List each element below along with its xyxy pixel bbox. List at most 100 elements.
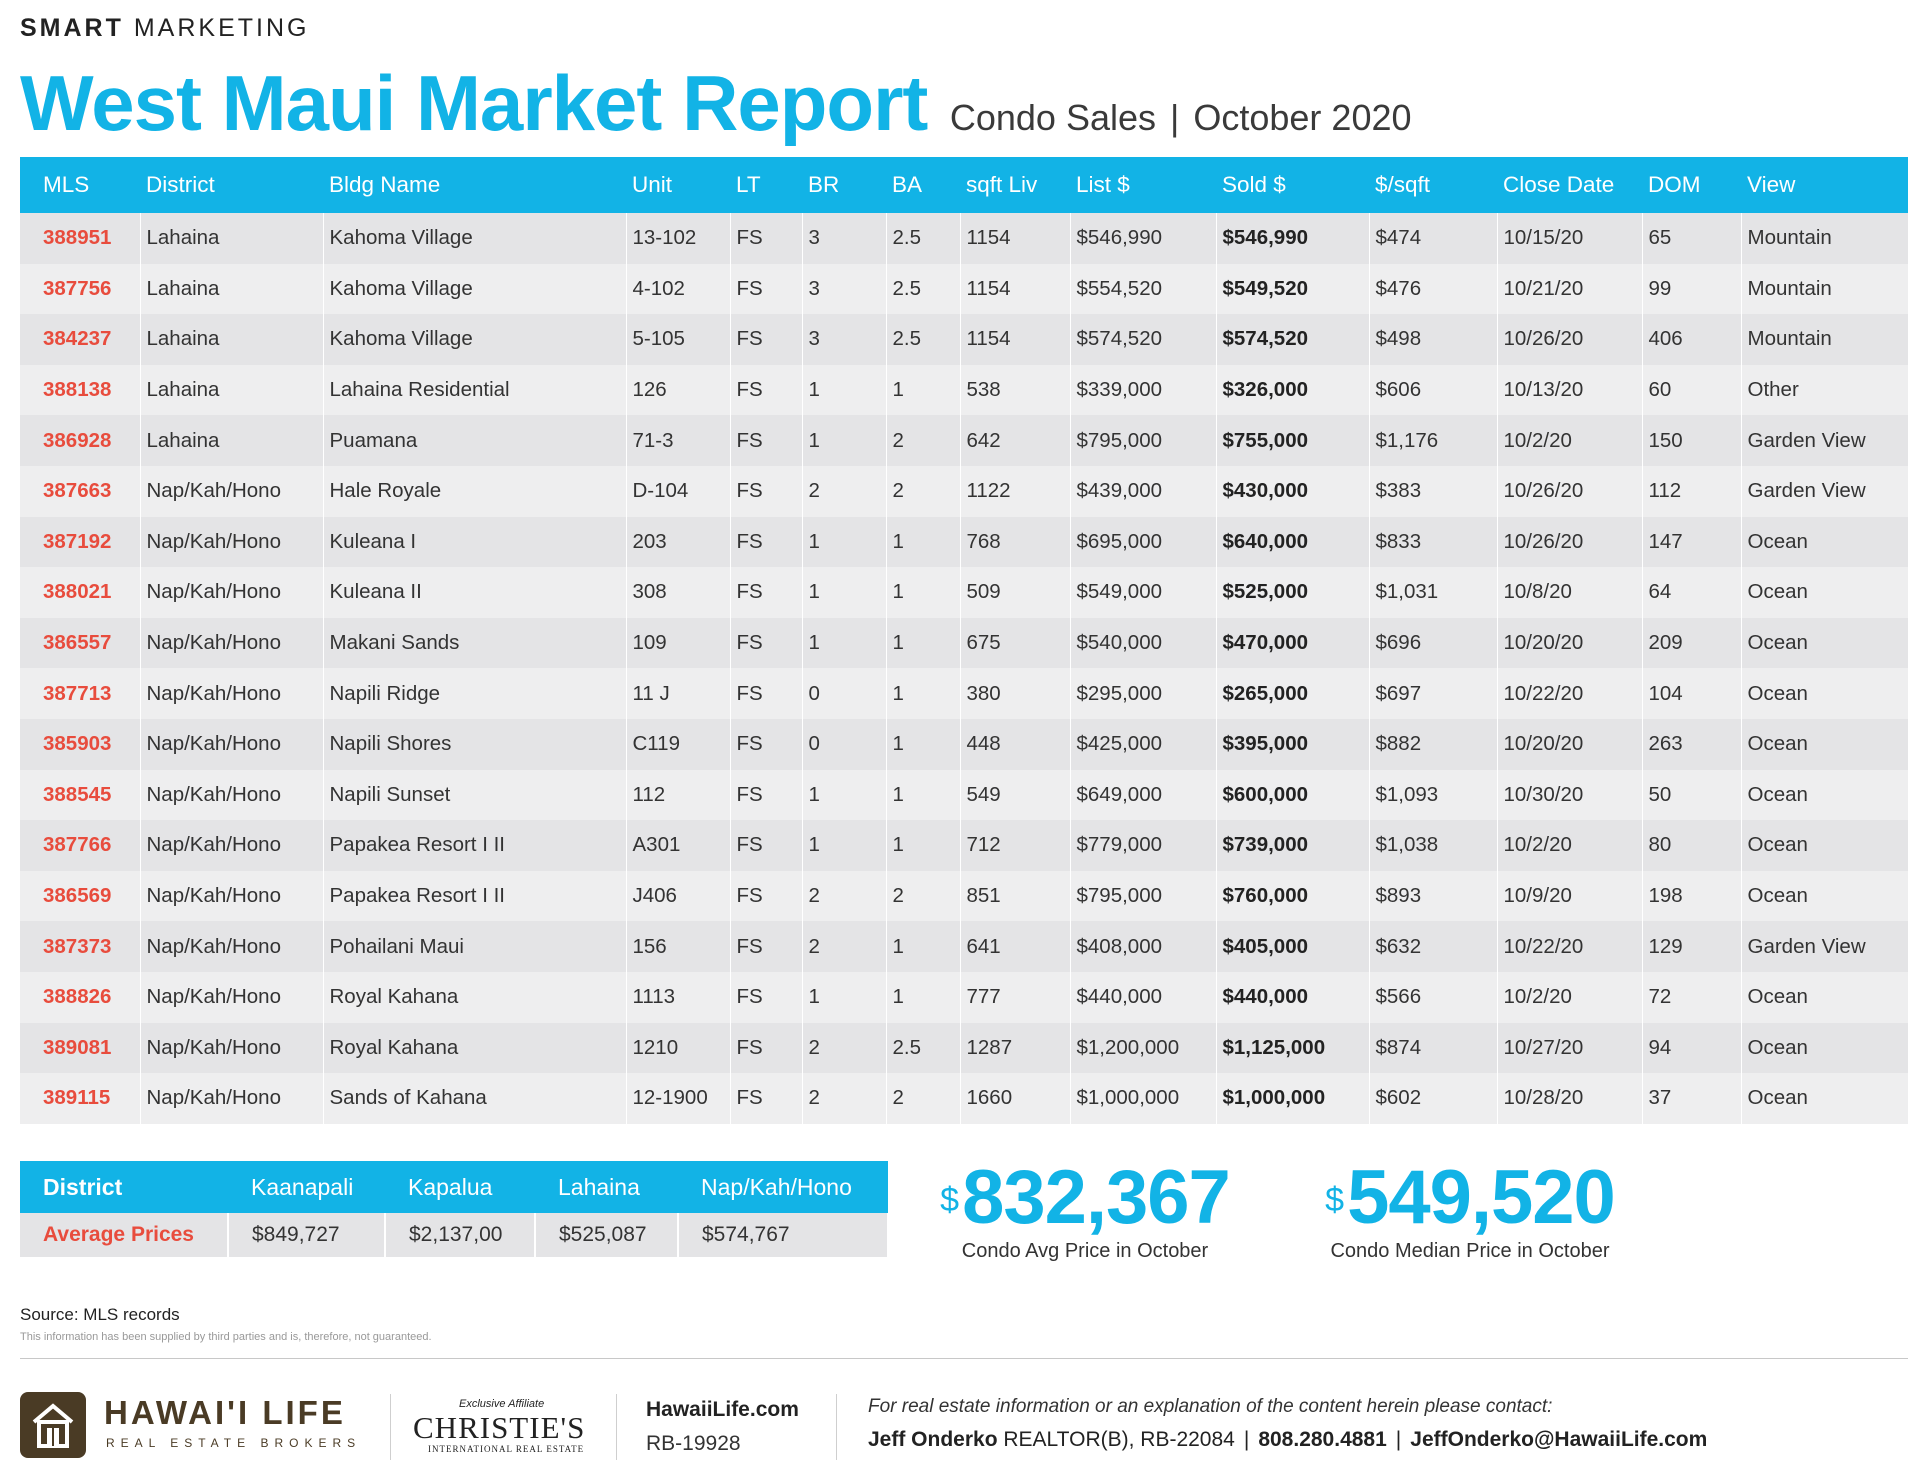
cell-list-price: $295,000 [1070, 668, 1217, 719]
cell-sqft-liv: 642 [960, 415, 1071, 466]
cell-district: Nap/Kah/Hono [140, 1073, 324, 1124]
cell-district: Nap/Kah/Hono [140, 870, 324, 922]
brand-bold: SMART [20, 14, 124, 42]
cell-lt: FS [730, 617, 803, 669]
cell-dom: 150 [1642, 415, 1742, 466]
hawaii-life-logo-icon [20, 1392, 86, 1458]
cell-district: Nap/Kah/Hono [140, 516, 324, 568]
cell-view: Ocean [1741, 668, 1909, 719]
cell-bldg-name: Papakea Resort I II [323, 820, 627, 871]
cell-view: Ocean [1741, 769, 1909, 821]
cell-mls: 387766 [20, 820, 141, 871]
cell-dom: 99 [1642, 263, 1742, 315]
report-subtitle: Condo Sales | October 2020 [950, 97, 1412, 139]
agent-email[interactable]: JeffOnderko@HawaiiLife.com [1410, 1428, 1708, 1451]
cell-mls: 386928 [20, 415, 141, 466]
cell-br: 0 [802, 718, 887, 770]
cell-price-per-sqft: $697 [1369, 668, 1498, 719]
cell-close-date: 10/13/20 [1497, 364, 1643, 416]
cell-list-price: $439,000 [1070, 465, 1217, 517]
cell-bldg-name: Napili Shores [323, 718, 627, 770]
column-header-price-per-sqft: $/sqft [1375, 172, 1431, 197]
cell-br: 1 [802, 617, 887, 669]
cell-dom: 65 [1642, 213, 1742, 264]
cell-sqft-liv: 712 [960, 820, 1071, 871]
footer-separator [616, 1394, 617, 1460]
cell-dom: 112 [1642, 465, 1742, 517]
column-header-sqft-liv: sqft Liv [966, 172, 1038, 197]
cell-sold-price: $1,125,000 [1216, 1022, 1370, 1074]
cell-lt: FS [730, 971, 803, 1023]
cell-lt: FS [730, 263, 803, 315]
cell-br: 1 [802, 415, 887, 466]
cell-bldg-name: Napili Ridge [323, 668, 627, 719]
cell-lt: FS [730, 567, 803, 618]
cell-unit: 1113 [626, 971, 731, 1023]
average-header-district-name: Kapalua [408, 1173, 493, 1200]
cell-mls: 388545 [20, 769, 141, 821]
table-row: 388545 Nap/Kah/Hono Napili Sunset 112 FS 1 1 54… [20, 769, 1909, 821]
cell-dom: 72 [1642, 971, 1742, 1023]
company-subtitle: REAL ESTATE BROKERS [106, 1436, 362, 1450]
average-header-district-name: Kaanapali [251, 1173, 354, 1200]
average-prices-table: District Kaanapali Kapalua Lahaina Nap/Kah/H… [20, 1161, 889, 1257]
cell-ba: 2 [886, 465, 961, 517]
cell-list-price: $779,000 [1070, 820, 1217, 871]
cell-list-price: $546,990 [1070, 213, 1217, 264]
cell-bldg-name: Pohailani Maui [323, 921, 627, 972]
cell-view: Garden View [1741, 921, 1909, 972]
column-header-lt: LT [736, 172, 761, 197]
cell-sold-price: $1,000,000 [1216, 1073, 1370, 1124]
cell-sqft-liv: 777 [960, 971, 1071, 1023]
website-link[interactable]: HawaiiLife.com [646, 1398, 799, 1421]
column-header-sold-price: Sold $ [1222, 172, 1286, 197]
cell-list-price: $649,000 [1070, 769, 1217, 821]
cell-bldg-name: Kuleana II [323, 567, 627, 618]
avg-price-label: Condo Avg Price in October [961, 1240, 1209, 1262]
cell-dom: 104 [1642, 668, 1742, 719]
table-row: 384237 Lahaina Kahoma Village 5-105 FS 3 2.5 11… [20, 314, 1909, 365]
cell-lt: FS [730, 718, 803, 770]
cell-lt: FS [730, 314, 803, 365]
agent-phone[interactable]: 808.280.4881 [1258, 1428, 1387, 1451]
cell-br: 1 [802, 364, 887, 416]
average-header-district-name: Nap/Kah/Hono [701, 1173, 852, 1200]
column-header-bldg-name: Bldg Name [329, 172, 441, 197]
median-price-value: $549,520 [1295, 1158, 1645, 1238]
cell-price-per-sqft: $606 [1369, 364, 1498, 416]
cell-unit: 12-1900 [626, 1073, 731, 1124]
cell-price-per-sqft: $632 [1369, 921, 1498, 972]
table-row: 386557 Nap/Kah/Hono Makani Sands 109 FS 1 1 675… [20, 617, 1909, 669]
cell-br: 2 [802, 1022, 887, 1074]
cell-mls: 387373 [20, 921, 141, 972]
contact-note: For real estate information or an explan… [868, 1396, 1553, 1417]
cell-view: Ocean [1741, 1073, 1909, 1124]
cell-mls: 387756 [20, 263, 141, 315]
cell-view: Ocean [1741, 516, 1909, 568]
column-header-mls: MLS [43, 172, 90, 197]
cell-bldg-name: Kahoma Village [323, 213, 627, 264]
cell-price-per-sqft: $1,038 [1369, 820, 1498, 871]
affiliate-subtitle: INTERNATIONAL REAL ESTATE [428, 1444, 585, 1454]
cell-sold-price: $395,000 [1216, 718, 1370, 770]
cell-view: Ocean [1741, 617, 1909, 669]
table-row: 389115 Nap/Kah/Hono Sands of Kahana 12-1900… [20, 1073, 1909, 1124]
company-name: HAWAI'I LIFE [104, 1394, 346, 1431]
brand-rest: MARKETING [133, 14, 310, 42]
cell-view: Ocean [1741, 870, 1909, 922]
cell-dom: 50 [1642, 769, 1742, 821]
cell-ba: 2.5 [886, 213, 961, 264]
average-price-value: $574,767 [678, 1213, 889, 1257]
cell-br: 1 [802, 971, 887, 1023]
cell-ba: 1 [886, 718, 961, 770]
cell-mls: 386569 [20, 870, 141, 922]
cell-district: Nap/Kah/Hono [140, 769, 324, 821]
cell-lt: FS [730, 769, 803, 821]
cell-close-date: 10/8/20 [1497, 567, 1643, 618]
cell-lt: FS [730, 1073, 803, 1124]
cell-district: Lahaina [140, 415, 324, 466]
source-note: Source: MLS records [20, 1305, 180, 1324]
cell-price-per-sqft: $498 [1369, 314, 1498, 365]
cell-sqft-liv: 448 [960, 718, 1071, 770]
cell-sold-price: $430,000 [1216, 465, 1370, 517]
